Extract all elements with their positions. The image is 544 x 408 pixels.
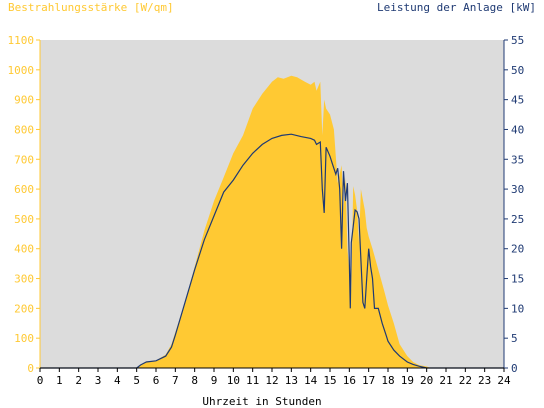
series-layer <box>40 75 504 369</box>
right-tick-label: 15 <box>511 273 524 286</box>
x-tick-label: 14 <box>304 374 318 387</box>
x-tick-label: 12 <box>265 374 278 387</box>
x-tick-label: 15 <box>323 374 336 387</box>
right-axis-label: Leistung der Anlage [kW] <box>377 1 536 14</box>
right-tick-label: 40 <box>511 123 524 136</box>
left-tick-label: 1000 <box>8 64 35 77</box>
left-tick-label: 700 <box>14 153 34 166</box>
left-tick-label: 900 <box>14 94 34 107</box>
right-tick-label: 10 <box>511 302 524 315</box>
x-tick-label: 17 <box>362 374 375 387</box>
right-tick-label: 20 <box>511 243 524 256</box>
x-tick-label: 1 <box>56 374 63 387</box>
left-tick-label: 1100 <box>8 34 35 47</box>
x-tick-label: 23 <box>478 374 491 387</box>
x-tick-label: 18 <box>381 374 394 387</box>
left-tick-label: 400 <box>14 243 34 256</box>
right-tick-label: 5 <box>511 332 518 345</box>
series-power-line <box>40 133 504 369</box>
x-tick-label: 19 <box>401 374 414 387</box>
x-axis-label: Uhrzeit in Stunden <box>202 395 321 408</box>
right-tick-label: 50 <box>511 64 524 77</box>
x-tick-label: 8 <box>191 374 198 387</box>
left-tick-label: 0 <box>27 362 34 375</box>
x-tick-label: 6 <box>153 374 160 387</box>
x-tick-label: 4 <box>114 374 121 387</box>
right-tick-label: 55 <box>511 34 524 47</box>
series-irradiance-area <box>40 75 504 369</box>
x-tick-label: 5 <box>133 374 140 387</box>
left-tick-label: 300 <box>14 273 34 286</box>
left-tick-label: 100 <box>14 332 34 345</box>
right-tick-label: 35 <box>511 153 524 166</box>
x-tick-label: 9 <box>211 374 218 387</box>
x-tick-label: 24 <box>497 374 511 387</box>
left-tick-label: 600 <box>14 183 34 196</box>
x-tick-label: 3 <box>95 374 102 387</box>
x-tick-label: 0 <box>37 374 44 387</box>
x-tick-label: 7 <box>172 374 179 387</box>
right-tick-label: 0 <box>511 362 518 375</box>
x-tick-label: 21 <box>439 374 452 387</box>
left-tick-label: 200 <box>14 302 34 315</box>
right-tick-label: 25 <box>511 213 524 226</box>
x-tick-label: 13 <box>285 374 298 387</box>
x-tick-label: 22 <box>459 374 472 387</box>
left-axis-label: Bestrahlungsstärke [W/qm] <box>8 1 174 14</box>
left-tick-label: 500 <box>14 213 34 226</box>
left-tick-label: 800 <box>14 123 34 136</box>
x-tick-label: 11 <box>246 374 259 387</box>
axes-layer: 0100200300400500600700800900100011000510… <box>8 34 525 387</box>
x-tick-label: 2 <box>75 374 82 387</box>
right-tick-label: 30 <box>511 183 524 196</box>
right-tick-label: 45 <box>511 94 524 107</box>
x-tick-label: 20 <box>420 374 433 387</box>
x-tick-label: 16 <box>343 374 356 387</box>
x-tick-label: 10 <box>227 374 240 387</box>
